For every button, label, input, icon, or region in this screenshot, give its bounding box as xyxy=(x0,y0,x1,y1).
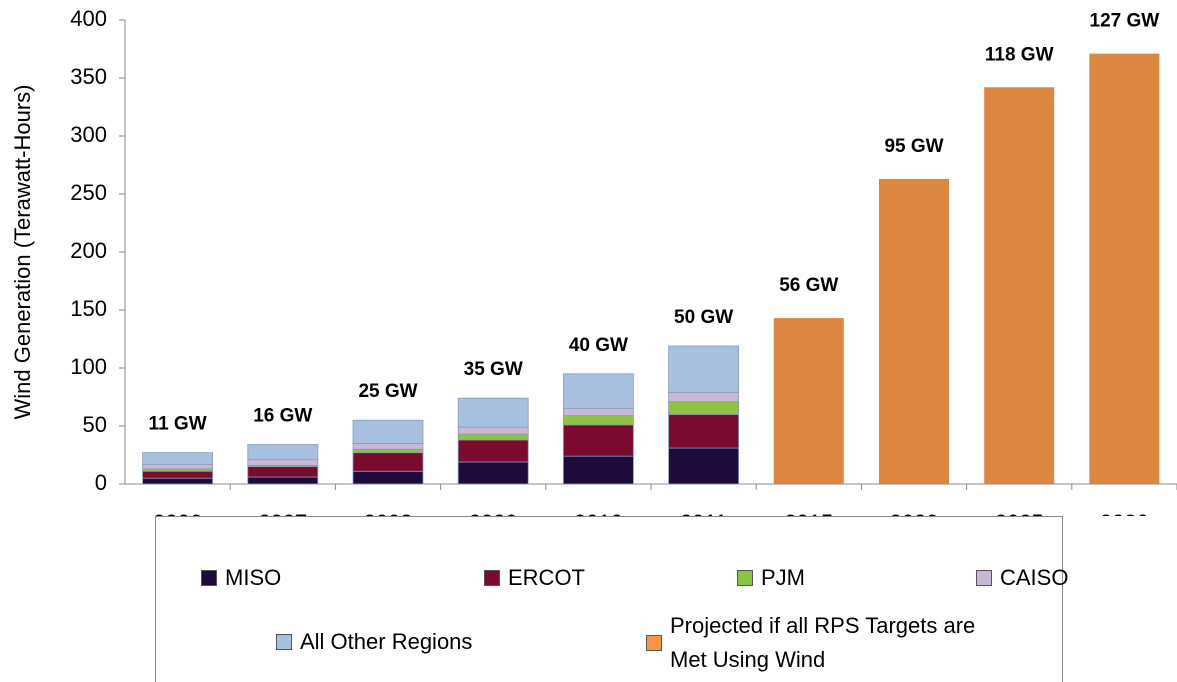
legend-label: All Other Regions xyxy=(300,629,473,654)
bar-segment xyxy=(352,448,424,454)
legend-swatch xyxy=(646,635,662,651)
capacity-label: 50 GW xyxy=(674,307,733,328)
bar-segment xyxy=(142,463,214,470)
y-tick-label: 300 xyxy=(70,122,107,147)
bar-segment xyxy=(247,459,319,466)
bar-segment xyxy=(668,401,739,415)
capacity-label: 95 GW xyxy=(884,136,943,157)
bar-segment xyxy=(1089,53,1160,484)
bar-segment xyxy=(563,415,634,426)
legend-swatch xyxy=(484,570,500,586)
legend-item: All Other Regions xyxy=(276,629,472,655)
bar-segment xyxy=(668,391,739,403)
bar-segment xyxy=(457,439,529,463)
y-tick-label: 250 xyxy=(70,180,107,205)
bar-segment xyxy=(352,442,424,450)
bar-segment xyxy=(247,476,319,485)
bar-segment xyxy=(457,426,529,435)
bar-segment xyxy=(984,87,1055,484)
y-tick-label: 100 xyxy=(70,354,107,379)
bar-segment xyxy=(352,470,424,485)
legend-label: CAISO xyxy=(1000,565,1069,590)
bar-segment xyxy=(563,455,634,485)
legend-swatch xyxy=(976,570,992,586)
bar-segment xyxy=(668,413,739,449)
legend-swatch xyxy=(201,570,217,586)
plot: Wind Generation (Terawatt-Hours) 0 50 100 1… xyxy=(10,6,1177,535)
bar-segment xyxy=(457,433,529,441)
capacity-label: 118 GW xyxy=(985,44,1054,65)
legend-label: MISO xyxy=(225,565,282,590)
capacity-label: 35 GW xyxy=(464,359,523,380)
bar-segment xyxy=(142,470,214,479)
y-tick-label: 400 xyxy=(70,6,107,31)
legend: MISO ERCOT PJM CAISO All Other Regions Projec… xyxy=(155,516,1068,682)
capacity-label: 16 GW xyxy=(253,406,312,427)
legend-swatch xyxy=(737,570,753,586)
legend-item: PJM xyxy=(737,565,805,591)
capacity-label: 127 GW xyxy=(1090,11,1160,32)
bar-segment xyxy=(457,397,529,428)
bar-segment xyxy=(247,444,319,461)
y-tick-label: 350 xyxy=(70,64,107,89)
bar-segment xyxy=(668,345,739,393)
bar-segment xyxy=(563,408,634,416)
bar-segment xyxy=(668,447,739,485)
bar-segment xyxy=(563,373,634,409)
bar-segment xyxy=(352,452,424,472)
legend-label: ERCOT xyxy=(508,565,585,590)
bar-segment xyxy=(879,178,949,485)
bar-segment xyxy=(563,424,634,457)
legend-label: Projected if all RPS Targets are Met Usi… xyxy=(670,613,976,672)
bar-segment xyxy=(773,318,844,484)
bar-segment xyxy=(247,466,319,478)
capacity-label: 25 GW xyxy=(358,381,417,402)
legend-label: PJM xyxy=(761,565,805,590)
bar-segment xyxy=(352,419,424,444)
y-tick-label: 50 xyxy=(83,412,107,437)
y-axis-title: Wind Generation (Terawatt-Hours) xyxy=(10,84,35,419)
bar-segment xyxy=(457,461,529,485)
capacity-label: 11 GW xyxy=(149,414,207,435)
legend-item: CAISO xyxy=(976,565,1068,591)
bar-segment xyxy=(142,477,214,485)
legend-item: Projected if all RPS Targets are Met Usi… xyxy=(646,609,1000,677)
capacity-label: 56 GW xyxy=(779,275,838,296)
legend-swatch xyxy=(276,634,292,650)
y-tick-label: 200 xyxy=(70,238,107,263)
capacity-label: 40 GW xyxy=(569,335,628,356)
legend-item: ERCOT xyxy=(484,565,585,591)
legend-item: MISO xyxy=(201,565,281,591)
y-tick-label: 150 xyxy=(70,296,107,321)
bar-segment xyxy=(142,452,214,465)
y-tick-label: 0 xyxy=(95,470,107,495)
x-tick-label: 2030 xyxy=(1100,510,1149,516)
